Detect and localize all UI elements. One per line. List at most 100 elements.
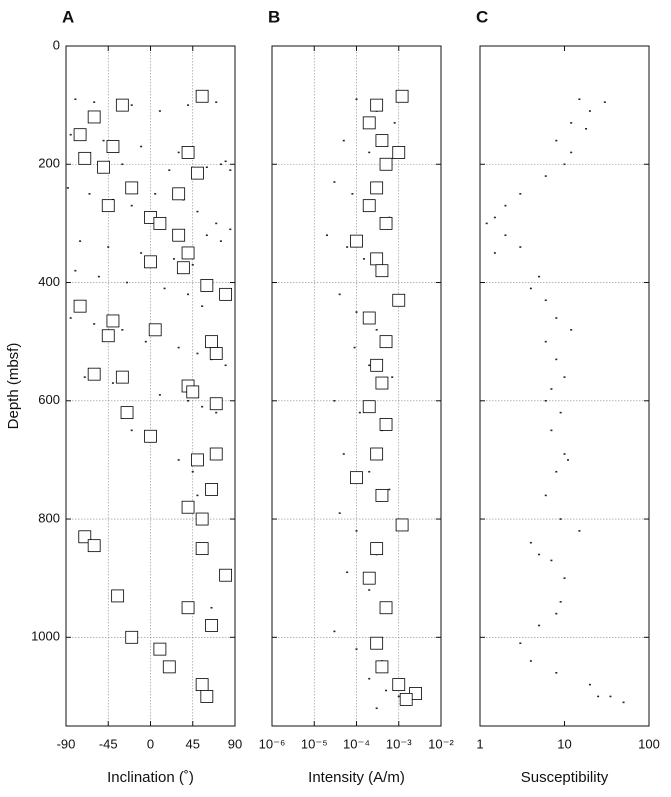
sample-square [200, 690, 214, 703]
sample-square [176, 261, 190, 275]
sample-square [87, 367, 101, 381]
data-dot [550, 429, 553, 432]
data-dot [205, 166, 208, 169]
data-dot [588, 110, 591, 112]
data-dot [578, 98, 581, 101]
data-dot [338, 512, 341, 514]
data-dot [121, 329, 124, 331]
data-dot [555, 612, 558, 615]
sample-square [395, 89, 409, 103]
y-tick-label: 0 [53, 37, 60, 52]
data-dot [74, 269, 77, 272]
data-dot [544, 340, 547, 343]
x-tick-label: 10⁻⁴ [343, 736, 370, 751]
data-dot [355, 311, 358, 313]
data-dot [325, 234, 328, 237]
data-dot [388, 488, 391, 491]
data-dot [338, 293, 341, 296]
sample-square [120, 406, 134, 420]
sample-square [375, 660, 389, 674]
plot-frame [271, 45, 442, 727]
x-tick-label: -45 [99, 736, 118, 751]
data-dot [177, 346, 180, 349]
data-dot [622, 701, 625, 704]
data-dot [355, 648, 358, 650]
sample-square [392, 146, 406, 159]
y-axis-label: Depth (mbsf) [5, 343, 22, 430]
sample-square [195, 542, 209, 556]
sample-square [195, 678, 209, 692]
sample-square [101, 199, 115, 213]
x-axis-label: Inclination (˚) [107, 769, 194, 786]
data-dot [219, 240, 222, 242]
sample-square [78, 151, 92, 165]
sample-square [106, 140, 120, 153]
data-dot [333, 399, 336, 402]
sample-square [101, 329, 115, 343]
x-tick-label: 10⁻⁵ [301, 736, 328, 751]
sample-square [144, 429, 157, 443]
data-dot [215, 222, 218, 225]
sample-square [370, 636, 384, 650]
y-tick-label: 400 [38, 274, 60, 289]
sample-square [362, 571, 376, 585]
data-dot [597, 695, 600, 698]
sample-square [375, 264, 389, 278]
sample-square [370, 447, 384, 461]
data-dot [544, 175, 547, 177]
data-dot [529, 287, 532, 290]
x-tick-label: 10⁻³ [386, 736, 412, 751]
data-dot [519, 642, 522, 645]
sample-square [219, 568, 233, 582]
data-dot [69, 133, 72, 136]
data-dot [215, 411, 218, 414]
sample-square [181, 146, 195, 159]
sample-square [392, 293, 406, 307]
data-dot [538, 275, 541, 278]
data-dot [224, 160, 227, 163]
sample-square [370, 181, 384, 195]
sample-square [379, 418, 393, 431]
data-dot [393, 122, 396, 124]
sample-square [370, 358, 384, 372]
data-dot [140, 145, 143, 148]
panel-label: A [62, 7, 74, 26]
x-axis-label: Intensity (A/m) [308, 769, 405, 786]
data-dot [93, 101, 96, 103]
sample-square [395, 518, 409, 532]
data-dot [163, 287, 166, 290]
data-dot [555, 139, 558, 142]
sample-square [370, 98, 384, 112]
data-dot [130, 104, 133, 106]
data-dot [504, 204, 507, 207]
data-dot [201, 405, 204, 408]
sample-square [191, 166, 204, 180]
data-dot [504, 234, 507, 237]
y-tick-label: 600 [38, 392, 60, 407]
data-dot [368, 677, 371, 680]
data-dot [66, 187, 69, 189]
data-dot [385, 689, 388, 692]
sample-square [195, 89, 209, 103]
data-dot [603, 101, 606, 103]
data-dot [196, 210, 199, 213]
data-dot [187, 399, 190, 402]
sample-square [181, 246, 195, 260]
sample-square [200, 279, 214, 292]
data-dot [555, 317, 558, 319]
sample-square [97, 160, 110, 174]
sample-square [205, 483, 218, 496]
sample-square [379, 216, 393, 230]
data-dot [229, 169, 232, 171]
sample-square [362, 199, 376, 213]
data-dot [563, 453, 566, 455]
sample-square [219, 287, 233, 301]
y-tick-label: 1000 [31, 629, 60, 644]
sample-square [205, 335, 218, 349]
data-dot [550, 388, 553, 390]
data-dot [368, 470, 371, 473]
data-dot [88, 193, 91, 195]
sample-square [195, 512, 209, 526]
data-dot [219, 163, 222, 166]
data-dot [172, 258, 175, 260]
